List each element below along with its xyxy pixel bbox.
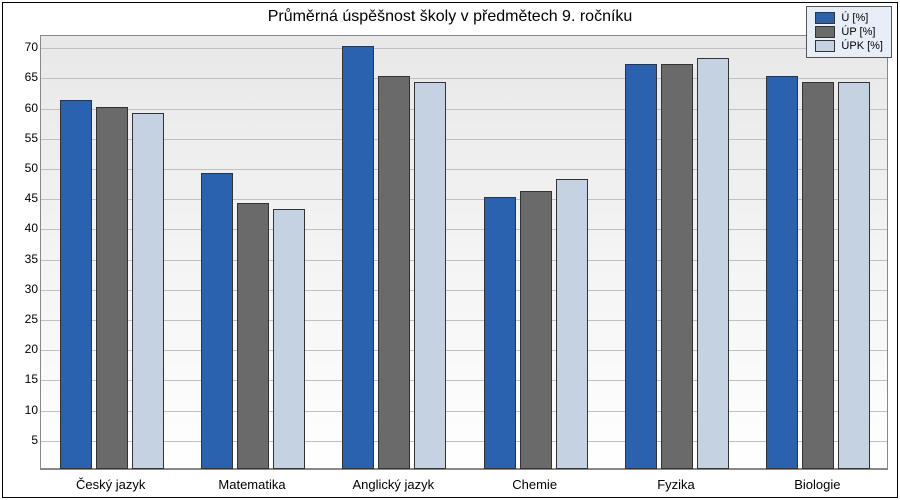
chart-container: Průměrná úspěšnost školy v předmětech 9.… <box>0 0 900 500</box>
bar <box>625 64 657 469</box>
bar <box>556 179 588 469</box>
gridline <box>41 78 887 79</box>
xtick-label: Chemie <box>512 477 557 492</box>
ytick-label: 55 <box>8 131 38 145</box>
gridline <box>41 169 887 170</box>
gridline <box>41 290 887 291</box>
bar <box>96 107 128 470</box>
bar <box>60 100 92 469</box>
bar <box>414 82 446 469</box>
bar <box>520 191 552 469</box>
gridline <box>41 199 887 200</box>
legend-item: ÚP [%] <box>815 25 883 39</box>
legend-swatch <box>815 26 835 38</box>
bar <box>237 203 269 469</box>
ytick-label: 60 <box>8 101 38 115</box>
gridline <box>41 139 887 140</box>
ytick-label: 10 <box>8 403 38 417</box>
xtick-label: Biologie <box>794 477 840 492</box>
gridline <box>41 380 887 381</box>
legend-item: ÚPK [%] <box>815 39 883 53</box>
bar <box>342 46 374 469</box>
ytick-label: 40 <box>8 221 38 235</box>
legend-label: ÚP [%] <box>841 25 875 39</box>
ytick-label: 15 <box>8 372 38 386</box>
ytick-label: 70 <box>8 40 38 54</box>
legend-swatch <box>815 40 835 52</box>
gridline <box>41 411 887 412</box>
bar <box>273 209 305 469</box>
gridline <box>41 109 887 110</box>
legend-swatch <box>815 12 835 24</box>
bar <box>838 82 870 469</box>
gridline <box>41 260 887 261</box>
ytick-label: 45 <box>8 191 38 205</box>
legend-label: Ú [%] <box>841 11 868 25</box>
bar <box>661 64 693 469</box>
xtick-label: Matematika <box>218 477 285 492</box>
ytick-label: 65 <box>8 70 38 84</box>
baseline <box>41 468 887 469</box>
ytick-label: 25 <box>8 312 38 326</box>
gridline <box>41 320 887 321</box>
xtick-label: Anglický jazyk <box>353 477 435 492</box>
ytick-label: 35 <box>8 252 38 266</box>
gridline <box>41 48 887 49</box>
plot-area <box>40 35 888 470</box>
chart-title: Průměrná úspěšnost školy v předmětech 9.… <box>0 8 900 26</box>
gridline <box>41 441 887 442</box>
legend: Ú [%]ÚP [%]ÚPK [%] <box>806 6 892 58</box>
legend-label: ÚPK [%] <box>841 39 883 53</box>
bar <box>766 76 798 469</box>
bar <box>201 173 233 469</box>
bar <box>132 113 164 469</box>
ytick-label: 5 <box>8 433 38 447</box>
gridline <box>41 350 887 351</box>
bar <box>697 58 729 469</box>
xtick-label: Český jazyk <box>76 477 145 492</box>
bar <box>802 82 834 469</box>
legend-item: Ú [%] <box>815 11 883 25</box>
xtick-label: Fyzika <box>657 477 695 492</box>
ytick-label: 20 <box>8 342 38 356</box>
ytick-label: 50 <box>8 161 38 175</box>
gridline <box>41 229 887 230</box>
ytick-label: 30 <box>8 282 38 296</box>
bar <box>484 197 516 469</box>
bar <box>378 76 410 469</box>
